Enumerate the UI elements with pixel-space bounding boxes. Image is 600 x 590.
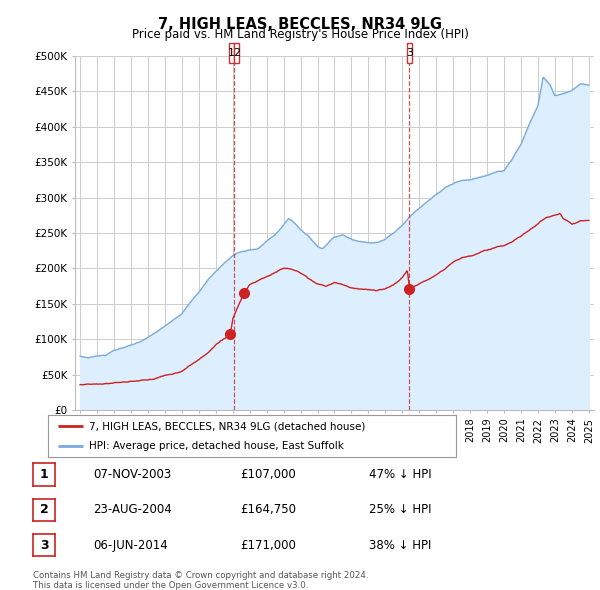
- Text: 1: 1: [40, 468, 49, 481]
- Text: 2: 2: [40, 503, 49, 516]
- Text: 06-JUN-2014: 06-JUN-2014: [93, 539, 168, 552]
- Text: 7, HIGH LEAS, BECCLES, NR34 9LG: 7, HIGH LEAS, BECCLES, NR34 9LG: [158, 17, 442, 31]
- Text: 47% ↓ HPI: 47% ↓ HPI: [369, 468, 431, 481]
- Text: Contains HM Land Registry data © Crown copyright and database right 2024.: Contains HM Land Registry data © Crown c…: [33, 571, 368, 580]
- Text: £171,000: £171,000: [240, 539, 296, 552]
- Text: 1: 1: [228, 48, 235, 58]
- Text: 7, HIGH LEAS, BECCLES, NR34 9LG (detached house): 7, HIGH LEAS, BECCLES, NR34 9LG (detache…: [89, 421, 365, 431]
- Text: £164,750: £164,750: [240, 503, 296, 516]
- Text: 07-NOV-2003: 07-NOV-2003: [93, 468, 171, 481]
- Text: HPI: Average price, detached house, East Suffolk: HPI: Average price, detached house, East…: [89, 441, 344, 451]
- Text: This data is licensed under the Open Government Licence v3.0.: This data is licensed under the Open Gov…: [33, 581, 308, 589]
- Text: 25% ↓ HPI: 25% ↓ HPI: [369, 503, 431, 516]
- Text: 23-AUG-2004: 23-AUG-2004: [93, 503, 172, 516]
- Text: 3: 3: [40, 539, 49, 552]
- Text: 38% ↓ HPI: 38% ↓ HPI: [369, 539, 431, 552]
- FancyBboxPatch shape: [407, 43, 412, 63]
- FancyBboxPatch shape: [234, 43, 239, 63]
- Text: £107,000: £107,000: [240, 468, 296, 481]
- Text: 2: 2: [233, 48, 240, 58]
- Text: Price paid vs. HM Land Registry's House Price Index (HPI): Price paid vs. HM Land Registry's House …: [131, 28, 469, 41]
- Text: 3: 3: [406, 48, 413, 58]
- FancyBboxPatch shape: [229, 43, 234, 63]
